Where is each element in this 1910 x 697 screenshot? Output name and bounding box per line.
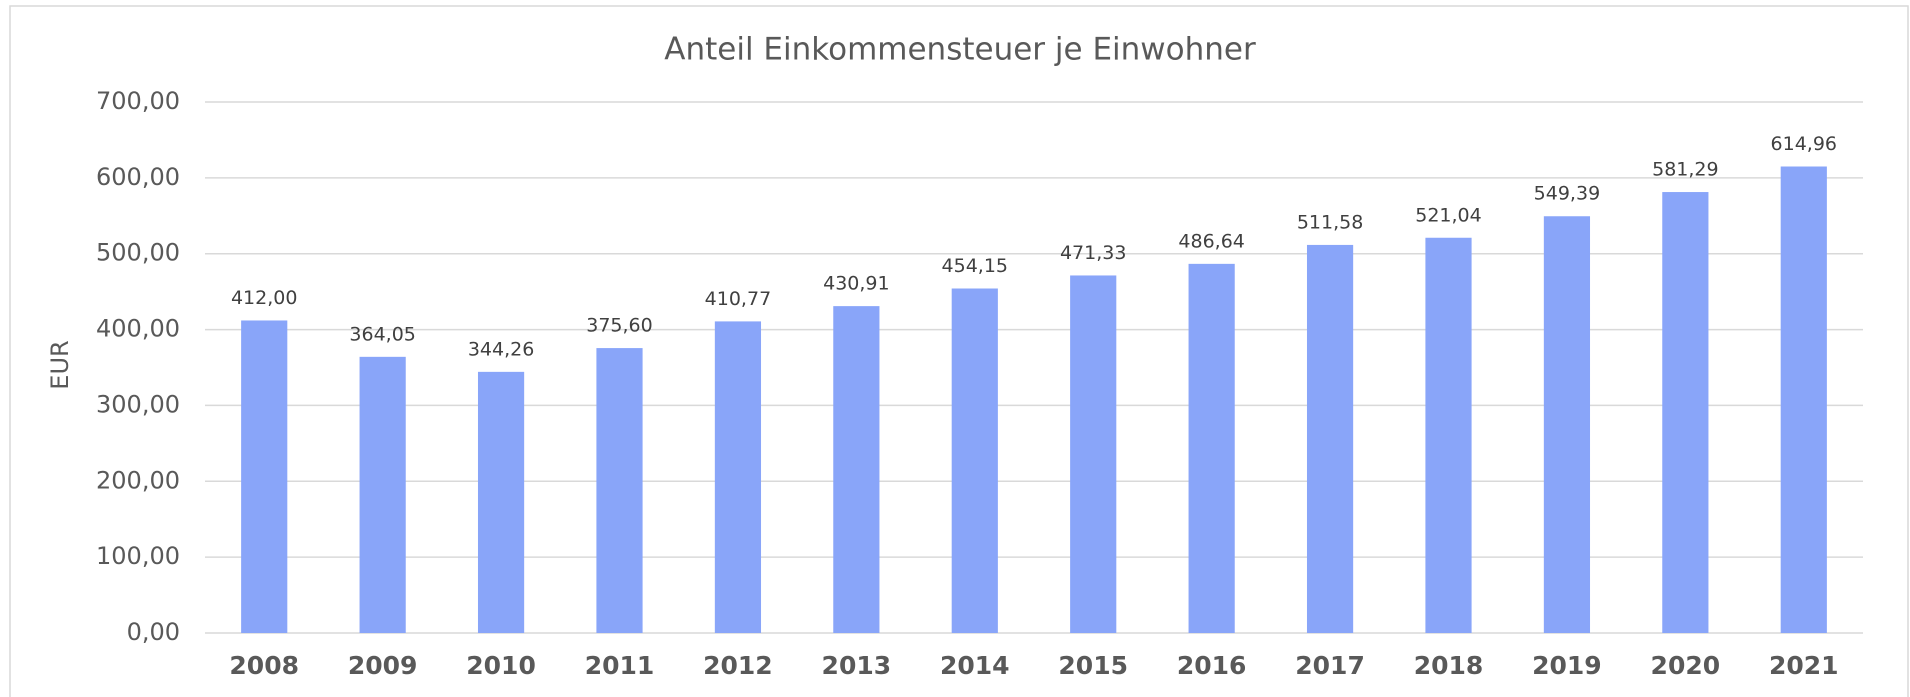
- chart-title: Anteil Einkommensteuer je Einwohner: [664, 32, 1256, 68]
- y-tick-label: 700,00: [96, 87, 180, 115]
- x-tick-label: 2012: [703, 651, 773, 680]
- bar: [596, 348, 643, 633]
- data-label: 581,29: [1652, 159, 1718, 181]
- bar: [1306, 244, 1354, 633]
- bar: [1543, 216, 1591, 633]
- y-tick-label: 500,00: [96, 239, 180, 267]
- x-tick-label: 2010: [466, 651, 536, 680]
- x-tick-label: 2013: [822, 651, 892, 680]
- bar: [1662, 192, 1709, 633]
- x-tick-label: 2014: [940, 651, 1010, 680]
- x-tick-label: 2015: [1058, 651, 1128, 680]
- data-label: 344,26: [468, 338, 534, 360]
- data-label: 430,91: [823, 273, 889, 295]
- x-tick-label: 2016: [1177, 651, 1247, 680]
- x-tick-label: 2008: [229, 651, 299, 680]
- bar: [1425, 237, 1472, 633]
- data-label: 486,64: [1178, 230, 1244, 252]
- data-label: 412,00: [231, 287, 297, 309]
- bar: [714, 321, 762, 633]
- bar: [1070, 275, 1117, 633]
- bar: [1188, 263, 1235, 633]
- chart-border: [9, 5, 1909, 697]
- data-label: 410,77: [705, 288, 771, 310]
- x-tick-label: 2011: [585, 651, 655, 680]
- data-label: 375,60: [586, 315, 652, 337]
- data-label: 549,39: [1534, 183, 1600, 205]
- x-tick-label: 2020: [1651, 651, 1721, 680]
- data-label: 521,04: [1415, 204, 1481, 226]
- x-tick-label: 2019: [1532, 651, 1602, 680]
- bar: [833, 306, 880, 633]
- data-label: 471,33: [1060, 242, 1126, 264]
- y-tick-label: 300,00: [96, 390, 180, 418]
- data-label: 614,96: [1771, 133, 1837, 155]
- y-tick-label: 400,00: [96, 315, 180, 343]
- x-tick-label: 2021: [1769, 651, 1839, 680]
- data-label: 511,58: [1297, 211, 1363, 233]
- bar: [241, 320, 288, 633]
- y-axis-label: EUR: [46, 340, 74, 389]
- bar: [951, 288, 998, 633]
- y-tick-label: 0,00: [127, 618, 180, 646]
- y-tick-label: 600,00: [96, 163, 180, 191]
- y-tick-label: 200,00: [96, 466, 180, 494]
- x-tick-label: 2017: [1295, 651, 1365, 680]
- x-tick-label: 2009: [348, 651, 418, 680]
- data-label: 454,15: [942, 255, 1008, 277]
- data-label: 364,05: [349, 323, 415, 345]
- bar: [1780, 166, 1827, 633]
- bar: [359, 356, 406, 633]
- x-tick-label: 2018: [1414, 651, 1484, 680]
- y-tick-label: 100,00: [96, 542, 180, 570]
- bar: [477, 371, 525, 633]
